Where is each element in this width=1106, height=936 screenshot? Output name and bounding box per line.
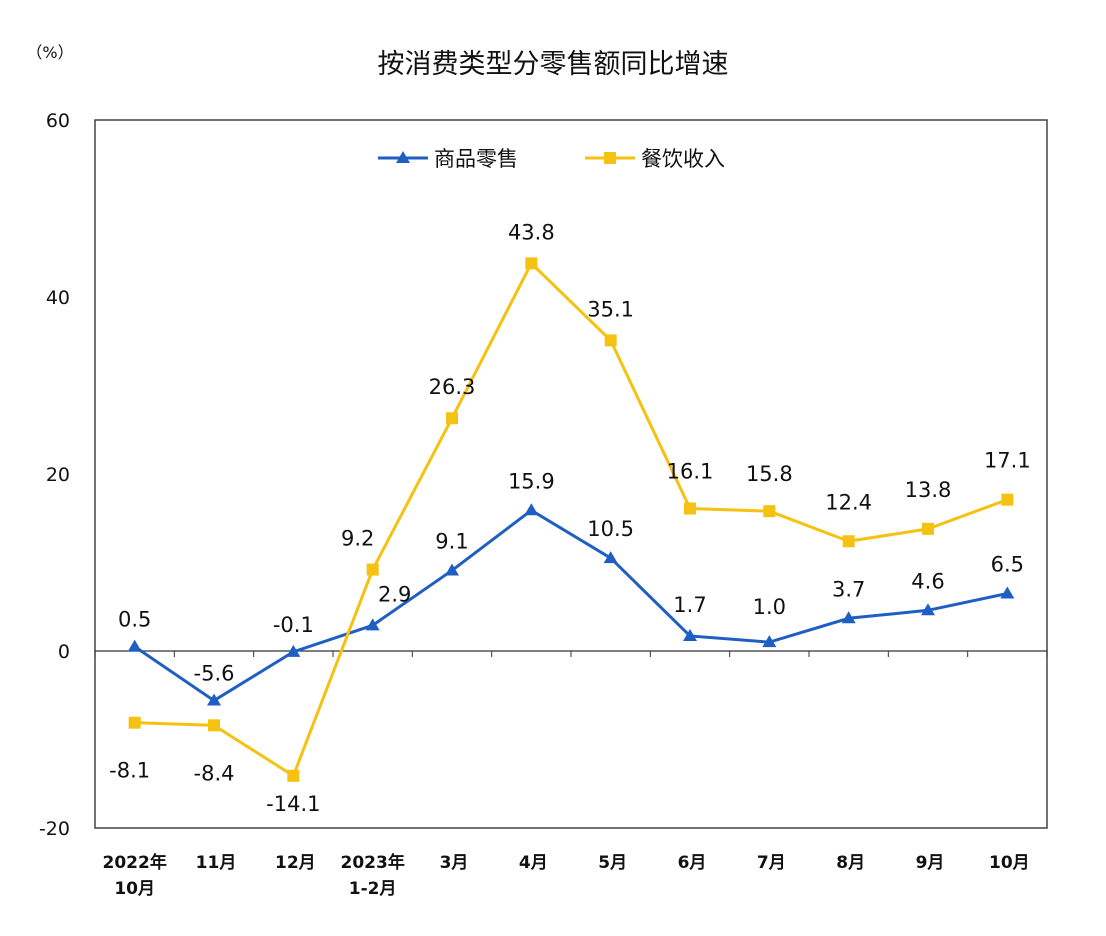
data-label: 17.1 bbox=[984, 449, 1031, 473]
x-tick-label: 2022年 bbox=[103, 852, 167, 873]
x-tick-label: 7月 bbox=[757, 853, 786, 873]
data-label: -5.6 bbox=[194, 662, 235, 686]
x-tick-label: 6月 bbox=[678, 853, 707, 873]
x-tick-label: 10月 bbox=[114, 879, 155, 899]
data-label: 2.9 bbox=[378, 582, 411, 606]
data-label: 10.5 bbox=[587, 517, 634, 541]
x-tick-label: 5月 bbox=[598, 853, 627, 873]
data-point-triangle bbox=[1000, 586, 1015, 599]
data-label: -14.1 bbox=[266, 792, 320, 816]
legend-square-icon bbox=[604, 152, 616, 164]
data-label: 12.4 bbox=[825, 490, 872, 514]
x-tick-label: 9月 bbox=[916, 853, 945, 873]
data-point-triangle bbox=[841, 611, 856, 624]
plot-area bbox=[94, 119, 1048, 829]
y-tick-label: 20 bbox=[46, 464, 70, 486]
data-point-triangle bbox=[445, 563, 459, 576]
y-tick-label: -20 bbox=[39, 818, 70, 840]
data-label: 15.8 bbox=[746, 462, 793, 486]
data-point-square bbox=[287, 769, 300, 782]
data-point-triangle bbox=[127, 639, 142, 652]
data-label: 26.3 bbox=[429, 375, 476, 399]
legend-label: 餐饮收入 bbox=[641, 147, 725, 171]
x-tick-label: 2023年 bbox=[341, 852, 405, 873]
chart-title: 按消费类型分零售额同比增速 bbox=[378, 49, 729, 80]
data-label: 1.0 bbox=[753, 595, 786, 619]
data-label: 9.1 bbox=[435, 529, 468, 553]
legend-triangle-icon bbox=[396, 151, 410, 163]
y-tick-label: 40 bbox=[46, 287, 70, 309]
data-point-square bbox=[525, 257, 538, 270]
series-line-1 bbox=[133, 508, 1008, 703]
data-point-square bbox=[446, 412, 458, 425]
data-label: -0.1 bbox=[273, 613, 314, 637]
legend-label: 商品零售 bbox=[434, 147, 518, 171]
data-point-square bbox=[604, 334, 617, 347]
data-label: 0.5 bbox=[118, 608, 151, 632]
data-point-square bbox=[684, 502, 696, 515]
x-tick-label: 12月 bbox=[275, 853, 316, 873]
data-label: 16.1 bbox=[667, 460, 714, 484]
data-label: 3.7 bbox=[832, 577, 865, 601]
data-point-triangle bbox=[762, 635, 777, 648]
x-tick-label: 1-2月 bbox=[349, 879, 397, 899]
y-tick-label: 0 bbox=[58, 641, 70, 663]
data-point-square bbox=[922, 522, 934, 535]
data-point-square bbox=[208, 719, 220, 732]
data-label: 15.9 bbox=[508, 469, 555, 493]
data-label: 9.2 bbox=[341, 527, 374, 551]
y-axis-unit: （%） bbox=[26, 43, 73, 62]
data-point-square bbox=[1001, 493, 1014, 506]
data-label: 4.6 bbox=[911, 569, 944, 593]
data-point-triangle bbox=[207, 693, 221, 706]
legend: 商品零售 餐饮收入 bbox=[378, 147, 725, 171]
x-tick-label: 4月 bbox=[519, 853, 548, 873]
data-point-triangle bbox=[921, 603, 935, 616]
series-line-2 bbox=[134, 260, 1008, 779]
data-point-triangle bbox=[524, 503, 539, 516]
y-tick-label: 60 bbox=[46, 110, 70, 132]
x-tick-label: 10月 bbox=[989, 853, 1030, 873]
data-label: 1.7 bbox=[673, 593, 706, 617]
data-label: 6.5 bbox=[991, 552, 1024, 576]
data-label: 13.8 bbox=[905, 478, 952, 502]
x-tick-label: 8月 bbox=[836, 853, 865, 873]
x-tick-label: 3月 bbox=[440, 853, 469, 873]
data-label: 43.8 bbox=[508, 220, 555, 244]
data-label: -8.1 bbox=[109, 759, 150, 783]
data-point-square bbox=[763, 505, 776, 518]
data-point-square bbox=[842, 535, 855, 548]
data-point-square bbox=[366, 563, 379, 576]
data-point-triangle bbox=[683, 628, 697, 641]
data-point-triangle bbox=[286, 644, 301, 657]
data-point-square bbox=[128, 716, 141, 729]
data-label: 35.1 bbox=[587, 297, 634, 321]
data-point-triangle bbox=[365, 618, 380, 631]
data-point-triangle bbox=[603, 551, 618, 564]
x-tick-label: 11月 bbox=[196, 853, 237, 873]
data-label: -8.4 bbox=[194, 761, 235, 785]
